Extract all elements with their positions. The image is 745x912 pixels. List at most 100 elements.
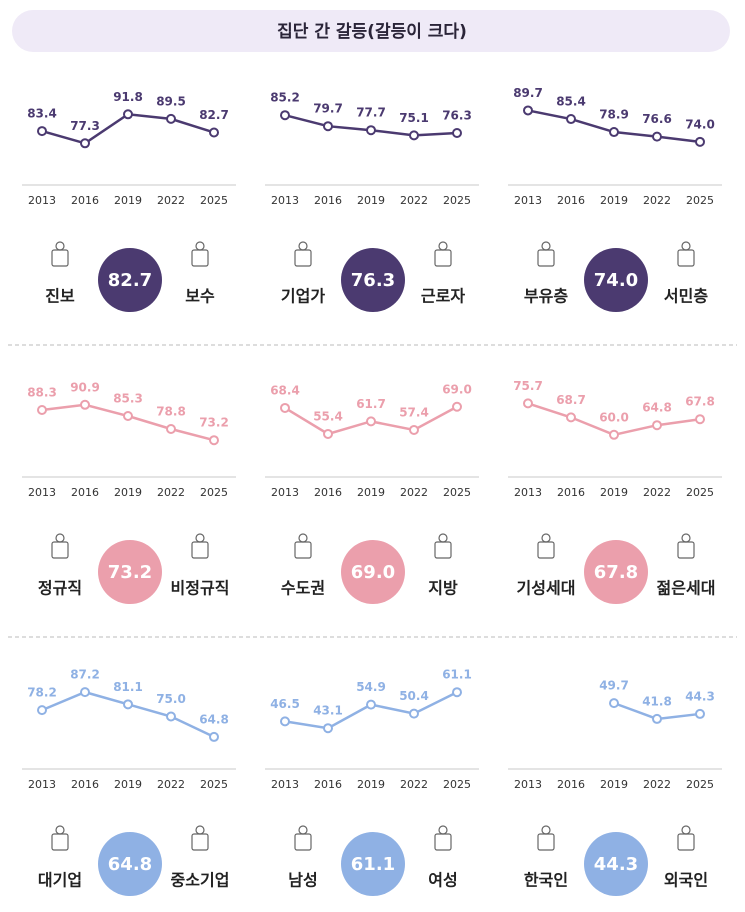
x-tick-label: 2022 xyxy=(157,486,185,499)
icon xyxy=(195,825,205,835)
point xyxy=(280,716,290,727)
icon xyxy=(195,241,205,251)
right-label: 지방 xyxy=(428,579,458,598)
badge-value: 76.3 xyxy=(351,270,395,291)
icon xyxy=(677,833,695,851)
badge-value: 69.0 xyxy=(351,562,395,583)
icon xyxy=(191,541,209,559)
icon xyxy=(294,541,312,559)
icon xyxy=(55,241,65,251)
x-tick-label: 2022 xyxy=(643,194,671,207)
icon xyxy=(294,249,312,267)
icon xyxy=(434,249,452,267)
value-label: 50.4 xyxy=(399,689,429,703)
icon xyxy=(541,533,551,543)
badge xyxy=(584,832,648,896)
value-label: 57.4 xyxy=(399,405,429,419)
point xyxy=(409,130,419,141)
left-label: 부유층 xyxy=(524,287,568,306)
x-tick-label: 2013 xyxy=(28,486,56,499)
value-label: 90.9 xyxy=(70,380,100,394)
icon xyxy=(51,833,69,851)
point xyxy=(409,424,419,435)
right-label: 근로자 xyxy=(421,287,465,306)
point xyxy=(652,713,662,724)
x-tick-label: 2025 xyxy=(686,778,714,791)
right-label: 보수 xyxy=(185,287,215,306)
point xyxy=(523,398,533,409)
point xyxy=(609,127,619,138)
x-tick-label: 2025 xyxy=(200,486,228,499)
x-tick-label: 2022 xyxy=(400,194,428,207)
x-tick-label: 2022 xyxy=(400,486,428,499)
value-label: 67.8 xyxy=(685,395,715,409)
badge xyxy=(98,248,162,312)
badge xyxy=(584,248,648,312)
value-label: 68.7 xyxy=(556,393,586,407)
x-tick-label: 2016 xyxy=(314,778,342,791)
point xyxy=(409,708,419,719)
x-tick-label: 2019 xyxy=(357,486,385,499)
title-pill xyxy=(12,10,730,52)
icon xyxy=(298,241,308,251)
value-label: 77.7 xyxy=(356,106,386,120)
icon xyxy=(55,825,65,835)
x-tick-label: 2013 xyxy=(271,486,299,499)
x-tick-label: 2025 xyxy=(200,194,228,207)
icon xyxy=(51,249,69,267)
x-tick-label: 2016 xyxy=(71,486,99,499)
icon xyxy=(681,825,691,835)
x-tick-label: 2025 xyxy=(443,194,471,207)
value-label: 69.0 xyxy=(442,382,472,396)
value-label: 75.0 xyxy=(156,692,186,706)
value-label: 89.7 xyxy=(513,86,543,100)
icon xyxy=(681,241,691,251)
left-label: 정규직 xyxy=(38,579,82,598)
point xyxy=(280,402,290,413)
x-tick-label: 2019 xyxy=(600,194,628,207)
value-label: 85.3 xyxy=(113,392,143,406)
x-tick-label: 2013 xyxy=(271,194,299,207)
point xyxy=(452,128,462,138)
left-label: 진보 xyxy=(45,287,75,306)
icon xyxy=(434,541,452,559)
right-label: 중소기업 xyxy=(171,871,230,890)
x-tick-label: 2013 xyxy=(514,778,542,791)
point xyxy=(80,138,90,149)
icon xyxy=(677,249,695,267)
value-label: 43.1 xyxy=(313,704,343,718)
right-label: 서민층 xyxy=(664,287,708,306)
x-tick-label: 2025 xyxy=(686,486,714,499)
point xyxy=(652,420,662,431)
x-tick-label: 2019 xyxy=(600,486,628,499)
value-label: 78.9 xyxy=(599,108,629,122)
x-tick-label: 2025 xyxy=(443,778,471,791)
x-tick-label: 2022 xyxy=(157,194,185,207)
point xyxy=(166,113,176,124)
icon xyxy=(681,533,691,543)
point xyxy=(566,114,576,125)
right-label: 비정규직 xyxy=(171,579,230,598)
badge xyxy=(341,832,405,896)
icon xyxy=(434,833,452,851)
point xyxy=(695,414,705,425)
x-tick-label: 2019 xyxy=(357,778,385,791)
value-label: 85.2 xyxy=(270,91,300,105)
x-tick-label: 2019 xyxy=(357,194,385,207)
value-label: 83.4 xyxy=(27,107,57,121)
badge-value: 64.8 xyxy=(108,854,152,875)
value-label: 46.5 xyxy=(270,697,300,711)
badge xyxy=(98,540,162,604)
x-tick-label: 2016 xyxy=(314,194,342,207)
point xyxy=(323,428,333,439)
point xyxy=(695,708,705,719)
point xyxy=(37,126,47,137)
icon xyxy=(298,533,308,543)
x-tick-label: 2022 xyxy=(400,778,428,791)
value-label: 64.8 xyxy=(199,712,229,726)
x-tick-label: 2016 xyxy=(314,486,342,499)
series-line xyxy=(284,691,458,730)
point xyxy=(209,731,219,742)
icon xyxy=(677,541,695,559)
right-label: 외국인 xyxy=(664,871,708,890)
